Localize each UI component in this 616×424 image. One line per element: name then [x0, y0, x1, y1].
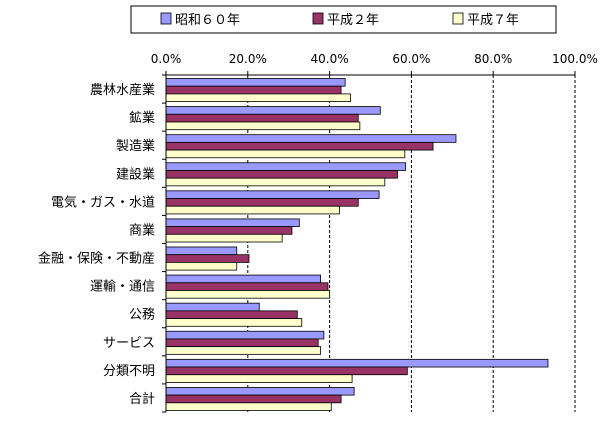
- bar: [165, 318, 303, 327]
- bar: [165, 170, 398, 179]
- legend-label: 昭和６０年: [175, 13, 240, 28]
- legend-label: 平成７年: [467, 13, 519, 28]
- bar: [165, 246, 238, 256]
- bar: [165, 302, 260, 312]
- bar: [165, 290, 331, 299]
- bar: [165, 218, 300, 228]
- y-tick-label: 商業: [129, 222, 155, 238]
- bar: [165, 190, 380, 199]
- bar: [165, 402, 332, 411]
- y-tick-label: 運輸・通信: [90, 280, 155, 295]
- bar: [165, 387, 355, 396]
- bar: [165, 310, 298, 319]
- bar: [165, 134, 457, 143]
- legend-swatch: [452, 12, 464, 25]
- x-tick-label: 100.0%: [552, 52, 598, 66]
- bar: [165, 226, 293, 235]
- bar: [165, 366, 408, 376]
- bar: [165, 141, 434, 151]
- y-tick-label: サービス: [103, 336, 155, 351]
- bar: [165, 205, 340, 215]
- x-tick-label: 60.0%: [392, 52, 430, 66]
- bar: [165, 261, 238, 271]
- legend-label: 平成２年: [327, 13, 379, 28]
- bar: [165, 93, 351, 103]
- x-tick-label: 40.0%: [311, 52, 349, 66]
- bar: [165, 330, 325, 340]
- y-tick-label: 鉱業: [129, 110, 155, 126]
- bar: [165, 282, 329, 291]
- bar: [165, 358, 549, 368]
- bar: [165, 254, 250, 263]
- bar: [165, 85, 342, 95]
- bar: [165, 113, 359, 123]
- bar: [165, 198, 359, 207]
- y-tick-label: 建設業: [116, 166, 155, 182]
- y-tick-label: 金融・保険・不動産: [38, 251, 155, 267]
- legend-swatch: [160, 12, 172, 25]
- y-tick-label: 公務: [129, 308, 155, 323]
- y-tick-label: 合計: [129, 391, 155, 407]
- bar: [165, 177, 386, 187]
- bar: [165, 394, 342, 404]
- bar: [165, 121, 361, 131]
- bar: [165, 233, 283, 243]
- bar: [165, 346, 322, 355]
- x-tick-label: 0.0%: [151, 52, 182, 66]
- bar: [165, 338, 319, 348]
- bar: [165, 78, 346, 87]
- y-tick-label: 電気・ガス・水道: [51, 194, 155, 210]
- y-tick-label: 分類不明: [103, 364, 155, 379]
- legend-box: [130, 5, 557, 34]
- y-tick-label: 製造業: [116, 138, 155, 154]
- x-tick-label: 80.0%: [474, 52, 512, 66]
- bar: [165, 274, 322, 284]
- x-tick-label: 20.0%: [229, 52, 267, 66]
- bar: [165, 149, 406, 159]
- y-tick-label: 農林水産業: [90, 82, 155, 98]
- bar: [165, 106, 381, 115]
- legend-swatch: [312, 12, 324, 25]
- bar: [165, 374, 353, 383]
- bar: [165, 162, 407, 171]
